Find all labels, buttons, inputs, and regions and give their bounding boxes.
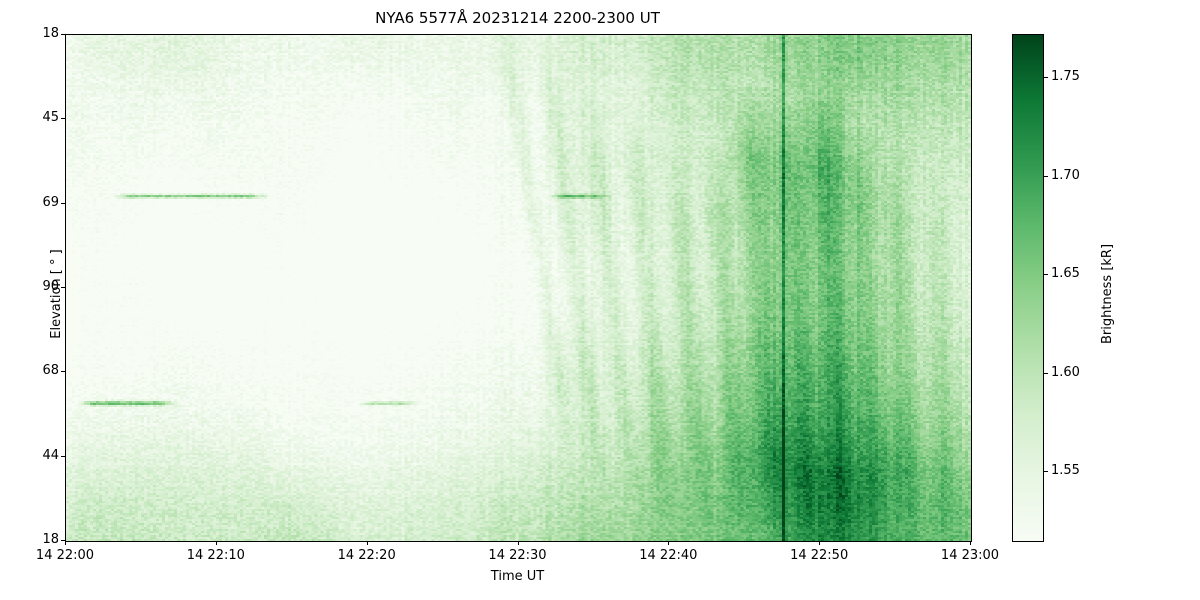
x-tick-mark (819, 541, 821, 545)
colorbar-tick-mark (1044, 175, 1048, 177)
x-tick-label: 14 22:30 (488, 548, 547, 563)
x-tick-mark (65, 541, 66, 545)
y-tick-label: 68 (42, 363, 59, 379)
colorbar-tick-mark (1044, 471, 1048, 473)
y-tick-label: 90 (42, 279, 59, 294)
colorbar-gradient (1013, 35, 1043, 541)
x-tick-label: 14 22:10 (186, 548, 245, 563)
x-tick-label: 14 23:00 (940, 548, 1000, 563)
x-tick-label: 14 22:40 (639, 548, 698, 563)
y-axis-label: Elevation [ ° ] (49, 249, 64, 339)
y-tick-mark (61, 371, 65, 373)
colorbar-label: Brightness [kR] (1100, 243, 1115, 345)
colorbar-tick-label: 1.55 (1051, 463, 1080, 479)
colorbar-tick-mark (1044, 372, 1048, 374)
y-tick-label: 18 (42, 26, 59, 41)
y-tick-mark (61, 34, 65, 35)
x-tick-mark (215, 541, 217, 545)
y-tick-label: 44 (42, 447, 59, 463)
x-tick-mark (970, 541, 971, 545)
x-tick-label: 14 22:50 (790, 548, 849, 563)
y-tick-mark (61, 455, 65, 457)
page-title: NYA6 5577Å 20231214 2200-2300 UT (375, 9, 660, 27)
colorbar (1012, 34, 1044, 542)
keogram-axes (65, 34, 972, 542)
x-tick-label: 14 22:00 (35, 548, 95, 563)
keogram-image (66, 35, 971, 541)
x-tick-label: 14 22:20 (337, 548, 396, 563)
colorbar-tick-label: 1.60 (1051, 364, 1080, 380)
colorbar-tick-label: 1.65 (1051, 266, 1080, 282)
colorbar-tick-mark (1044, 274, 1048, 276)
x-tick-mark (517, 541, 519, 545)
x-axis-label: Time UT (490, 569, 545, 584)
y-tick-label: 69 (42, 194, 59, 210)
x-tick-mark (366, 541, 368, 545)
y-tick-label: 45 (42, 110, 59, 126)
colorbar-tick-label: 1.75 (1051, 69, 1080, 85)
colorbar-tick-mark (1044, 77, 1048, 79)
colorbar-tick-label: 1.70 (1051, 167, 1080, 183)
y-tick-mark (61, 202, 65, 204)
y-tick-mark (61, 287, 65, 288)
x-tick-mark (668, 541, 670, 545)
y-tick-label: 18 (42, 532, 59, 547)
y-tick-mark (61, 118, 65, 120)
y-tick-mark (61, 540, 65, 541)
